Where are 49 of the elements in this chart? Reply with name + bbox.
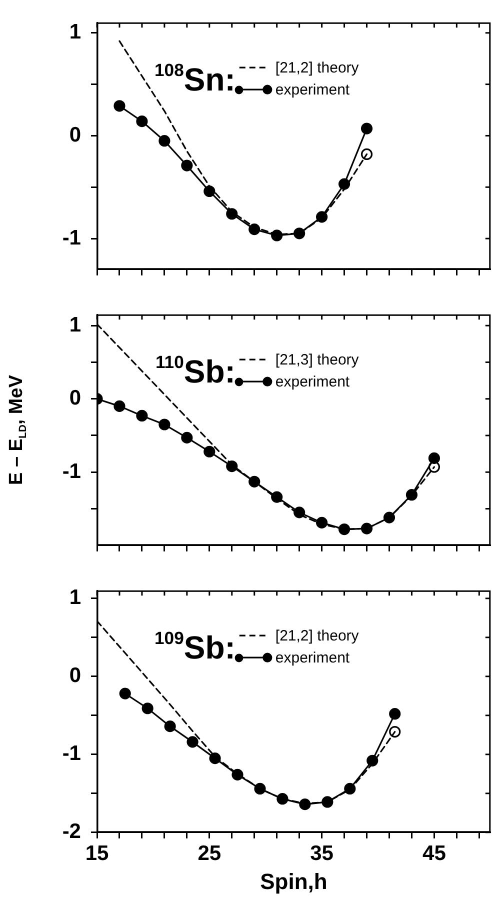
y-tick-label: 0	[69, 664, 81, 688]
point	[158, 135, 170, 147]
y-tick-label: 0	[69, 124, 81, 147]
point	[142, 702, 154, 714]
y-tick-label: 1	[69, 313, 82, 336]
legend-label: experiment	[275, 374, 350, 391]
x-tick-label: 25	[198, 842, 222, 865]
point	[204, 446, 216, 458]
legend-label: experiment	[275, 650, 350, 667]
x-tick-label: 15	[85, 842, 109, 865]
y-tick-label: -1	[62, 742, 82, 766]
point	[186, 736, 198, 748]
point	[119, 688, 131, 700]
x-tick-label: 35	[310, 842, 334, 865]
point	[181, 432, 193, 444]
y-tick-label: -1	[62, 460, 82, 483]
point	[299, 798, 311, 810]
point	[248, 223, 260, 236]
x-axis-title: Spin,h	[260, 868, 328, 894]
point	[226, 208, 238, 220]
point	[366, 754, 378, 766]
legend-label: experiment	[275, 82, 350, 99]
y-tick-label: 1	[69, 586, 82, 610]
x-tick-label: 45	[422, 842, 446, 865]
point	[389, 708, 401, 720]
point	[164, 720, 176, 732]
legend-label: [21,3] theory	[275, 352, 360, 369]
y-axis-title: E – ELD, MeV	[6, 374, 29, 486]
legend-label: [21,2] theory	[275, 628, 360, 645]
point	[428, 452, 440, 464]
y-tick-label: 0	[69, 386, 81, 410]
point	[360, 122, 373, 134]
point	[248, 476, 260, 488]
point	[181, 160, 193, 172]
point	[136, 410, 148, 422]
point	[136, 116, 148, 128]
point	[383, 512, 396, 524]
point	[338, 178, 350, 190]
point	[406, 489, 418, 501]
point	[158, 418, 170, 430]
y-tick-label: 1	[69, 20, 82, 44]
point	[360, 148, 373, 160]
legend-label: [21,2] theory	[275, 60, 360, 77]
point	[204, 185, 216, 198]
point	[316, 516, 328, 528]
point	[114, 400, 126, 412]
y-tick-label: -2	[62, 820, 81, 844]
y-tick-label: -1	[62, 226, 82, 250]
point	[114, 100, 126, 112]
